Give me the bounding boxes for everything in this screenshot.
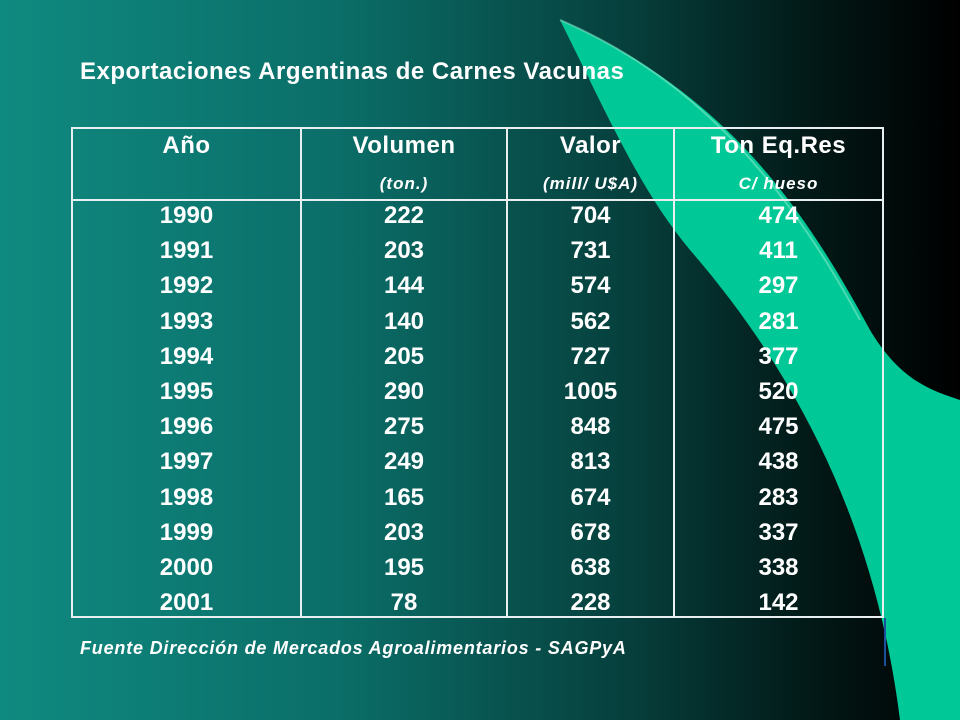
cell-ton-eq: 475 <box>758 413 799 441</box>
frame-accent-line <box>884 618 886 666</box>
cell-ton-eq: 474 <box>758 202 799 229</box>
cell-value: 704 <box>570 202 611 229</box>
column-divider <box>300 127 302 618</box>
cell-volume: 203 <box>383 518 425 546</box>
column-unit-volume: (ton.) <box>379 174 429 193</box>
column-unit-ton-eq: C/ hueso <box>738 174 819 193</box>
column-header-year: Año <box>162 132 211 159</box>
cell-value: 731 <box>570 237 611 265</box>
column-unit-value: (mill/ U$A) <box>542 174 639 193</box>
cell-value: 574 <box>570 272 611 300</box>
cell-year: 1998 <box>159 483 214 511</box>
cell-ton-eq: 520 <box>758 378 799 405</box>
cell-year: 1992 <box>159 272 214 300</box>
source-note: Fuente Dirección de Mercados Agroaliment… <box>80 638 627 658</box>
cell-volume: 275 <box>383 413 425 441</box>
cell-volume: 165 <box>383 483 425 511</box>
cell-value: 813 <box>570 448 611 476</box>
column-header-volume: Volumen <box>352 132 456 159</box>
cell-value: 638 <box>570 554 611 581</box>
cell-volume: 205 <box>383 342 425 370</box>
cell-year: 1999 <box>159 518 214 546</box>
cell-ton-eq: 142 <box>758 589 799 617</box>
cell-value: 228 <box>570 589 611 617</box>
cell-ton-eq: 338 <box>758 554 799 581</box>
cell-year: 1990 <box>159 202 214 229</box>
column-header-value: Valor <box>559 132 622 159</box>
cell-ton-eq: 281 <box>758 307 799 335</box>
cell-year: 1994 <box>159 342 214 370</box>
header-divider <box>71 199 884 201</box>
cell-ton-eq: 283 <box>758 483 799 511</box>
cell-year: 1993 <box>159 307 214 335</box>
cell-value: 1005 <box>563 378 618 405</box>
cell-volume: 222 <box>383 202 425 229</box>
cell-year: 2001 <box>159 589 214 617</box>
cell-year: 1995 <box>159 378 214 405</box>
cell-year: 1996 <box>159 413 214 441</box>
cell-year: 2000 <box>159 554 214 581</box>
cell-value: 848 <box>570 413 611 441</box>
cell-volume: 203 <box>383 237 425 265</box>
page-title: Exportaciones Argentinas de Carnes Vacun… <box>80 58 625 85</box>
cell-ton-eq: 337 <box>758 518 799 546</box>
cell-ton-eq: 411 <box>759 237 798 265</box>
cell-year: 1991 <box>159 237 214 265</box>
cell-value: 674 <box>570 483 611 511</box>
cell-ton-eq: 297 <box>758 272 799 300</box>
column-divider <box>673 127 675 618</box>
cell-volume: 290 <box>383 378 425 405</box>
cell-ton-eq: 438 <box>758 448 799 476</box>
cell-value: 727 <box>570 342 611 370</box>
cell-year: 1997 <box>159 448 214 476</box>
column-header-ton-eq: Ton Eq.Res <box>710 132 847 159</box>
cell-volume: 195 <box>383 554 425 581</box>
cell-value: 678 <box>570 518 611 546</box>
table-frame <box>71 127 884 618</box>
cell-volume: 140 <box>383 307 425 335</box>
cell-volume: 144 <box>383 272 425 300</box>
cell-value: 562 <box>570 307 611 335</box>
cell-volume: 78 <box>390 589 418 617</box>
cell-ton-eq: 377 <box>758 342 799 370</box>
cell-volume: 249 <box>383 448 425 476</box>
column-divider <box>506 127 508 618</box>
